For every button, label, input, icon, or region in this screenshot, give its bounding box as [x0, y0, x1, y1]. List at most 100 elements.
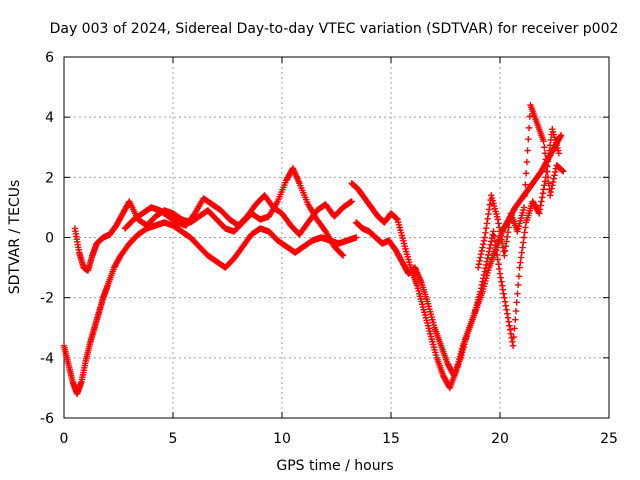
data-point: [514, 290, 521, 297]
data-point: [503, 238, 510, 245]
data-point: [546, 147, 553, 154]
data-point: [348, 198, 355, 205]
data-point: [543, 162, 550, 169]
data-point: [539, 190, 547, 197]
data-point: [352, 234, 360, 241]
data-point: [496, 270, 504, 277]
data-point: [516, 264, 523, 271]
x-tick-label: 10: [273, 431, 291, 447]
data-point: [484, 255, 491, 262]
data-point: [536, 210, 543, 217]
data-point: [542, 156, 549, 163]
data-point: [499, 286, 507, 293]
grid-layer: [64, 57, 609, 418]
x-tick-label: 25: [600, 431, 618, 447]
data-point: [520, 239, 527, 246]
data-point: [493, 247, 500, 254]
data-point: [511, 325, 518, 332]
data-point: [480, 275, 487, 282]
series-track-3: [121, 192, 355, 238]
data-point: [485, 251, 492, 259]
data-point: [520, 234, 528, 241]
data-point: [478, 281, 486, 289]
data-point: [498, 278, 505, 285]
data-point: [477, 251, 485, 258]
data-point: [505, 318, 512, 325]
x-tick-label: 0: [60, 431, 69, 447]
data-point: [546, 192, 554, 199]
data-point: [493, 251, 501, 259]
data-point: [538, 194, 546, 201]
y-tick-label: 0: [45, 231, 54, 247]
x-tick-label: 5: [169, 431, 178, 447]
data-point: [339, 252, 347, 259]
data-point: [480, 271, 488, 279]
data-point: [485, 210, 492, 218]
data-point: [512, 316, 519, 323]
plot-frame: [63, 56, 610, 419]
data-point: [545, 180, 552, 187]
data-point: [557, 133, 564, 140]
data-point: [486, 244, 494, 252]
data-point: [483, 220, 491, 227]
chart-title: Day 003 of 2024, Sidereal Day-to-day VTE…: [50, 21, 619, 37]
data-point: [515, 273, 523, 280]
data-point: [491, 237, 499, 245]
data-point: [510, 333, 518, 341]
data-point: [499, 244, 507, 251]
tick-layer: 0 5 10 15 20 25 -6 -4 -2 0 2 4 6: [40, 50, 618, 447]
data-point: [550, 175, 557, 182]
data-point: [490, 228, 497, 235]
data-point: [541, 178, 549, 185]
points-layer: [60, 101, 567, 398]
data-point: [480, 237, 488, 245]
data-point: [498, 236, 505, 243]
data-point: [483, 258, 491, 265]
y-tick-label: 6: [45, 50, 54, 66]
data-point: [501, 247, 509, 255]
data-point: [502, 302, 510, 309]
data-point: [541, 182, 548, 189]
data-point: [501, 294, 508, 301]
data-point: [523, 158, 531, 166]
y-tick-label: -4: [40, 351, 54, 367]
data-point: [504, 228, 512, 236]
y-tick-label: -2: [40, 291, 54, 307]
data-point: [551, 172, 558, 179]
data-point: [547, 188, 555, 196]
data-point: [549, 182, 556, 189]
data-point: [506, 322, 513, 329]
x-axis-label: GPS time / hours: [276, 458, 393, 474]
data-point: [502, 242, 510, 250]
data-point: [485, 248, 493, 255]
data-point: [485, 206, 493, 213]
data-point: [338, 251, 346, 258]
data-point: [517, 254, 525, 261]
data-point: [538, 198, 545, 205]
data-point: [475, 264, 482, 271]
data-point: [540, 138, 547, 145]
data-point: [490, 232, 498, 240]
data-point: [509, 338, 516, 345]
data-point: [497, 274, 504, 281]
data-point: [525, 136, 532, 143]
y-axis-label: SDTVAR / TECUs: [7, 180, 23, 295]
data-point: [548, 185, 555, 192]
data-point: [521, 192, 528, 200]
data-point: [501, 252, 508, 259]
data-point: [500, 290, 507, 297]
data-point: [555, 150, 563, 157]
data-point: [544, 174, 552, 181]
data-point: [477, 254, 484, 261]
x-tick-label: 15: [382, 431, 400, 447]
data-point: [495, 261, 502, 268]
data-point: [477, 285, 485, 292]
data-point: [496, 265, 503, 273]
data-point: [546, 142, 554, 149]
data-point: [536, 206, 544, 213]
data-point: [482, 265, 489, 272]
series-track-1: [60, 219, 360, 398]
data-point: [482, 224, 490, 232]
data-point: [524, 147, 531, 154]
